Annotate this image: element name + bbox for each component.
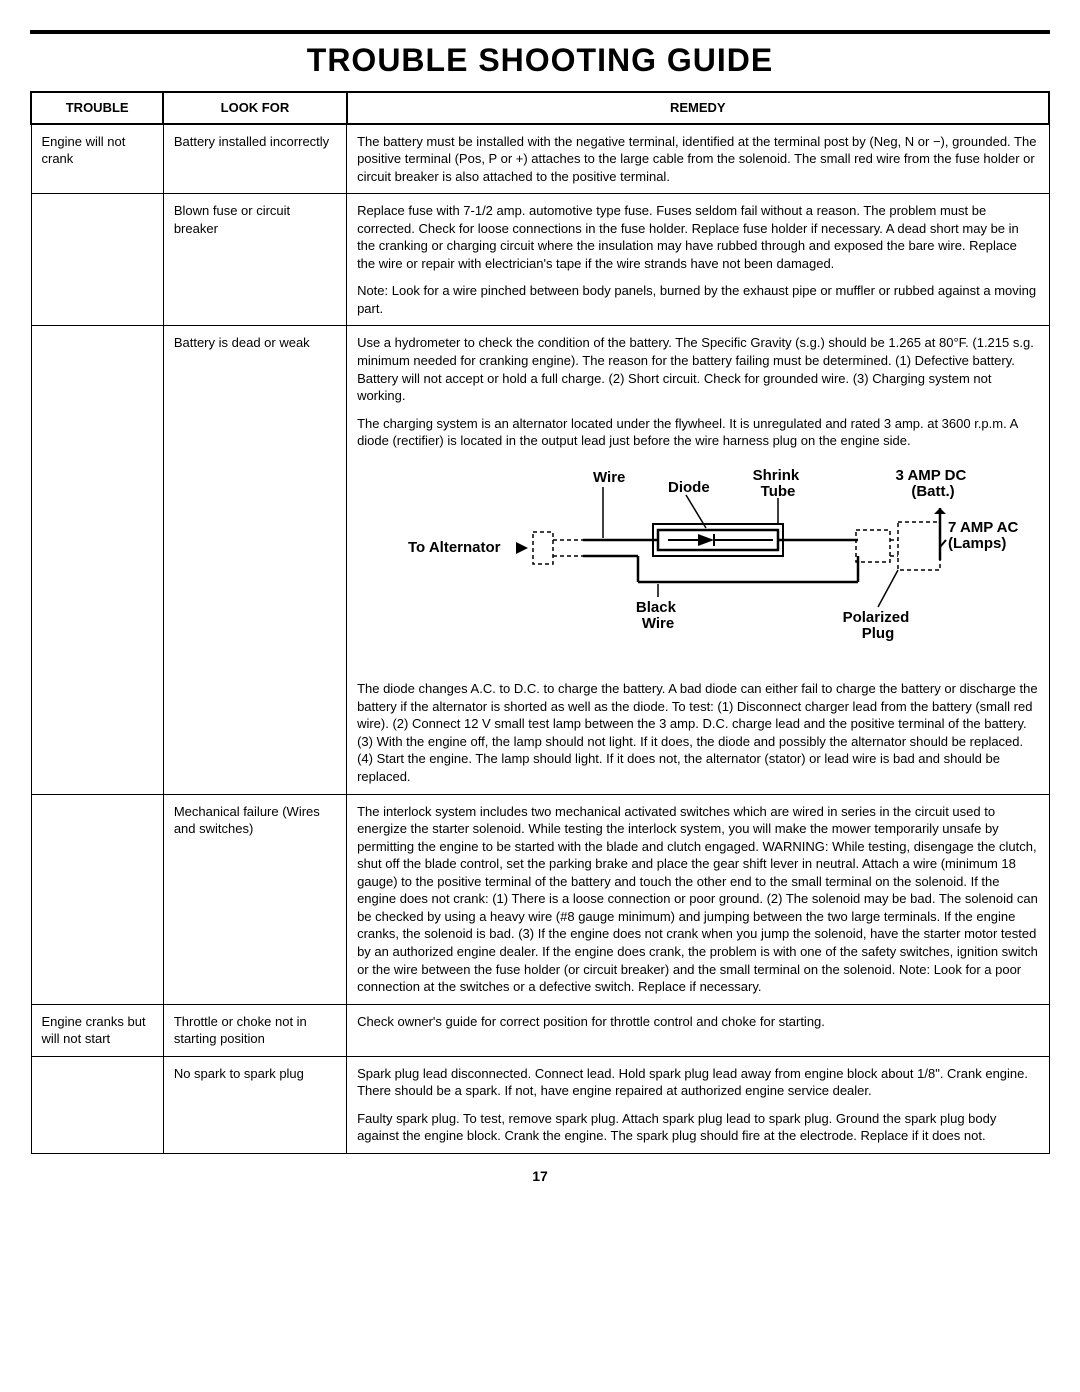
table-row: Mechanical failure (Wires and switches) … <box>31 794 1049 1004</box>
page-title: TROUBLE SHOOTING GUIDE <box>30 42 1050 79</box>
remedy-text: Note: Look for a wire pinched between bo… <box>357 282 1038 317</box>
remedy-text: Check owner's guide for correct position… <box>357 1013 1038 1031</box>
remedy-cell: Spark plug lead disconnected. Connect le… <box>347 1056 1049 1153</box>
remedy-cell: Use a hydrometer to check the condition … <box>347 326 1049 794</box>
label-alt: To Alternator <box>408 539 501 556</box>
header-remedy: REMEDY <box>347 92 1049 124</box>
remedy-text: Faulty spark plug. To test, remove spark… <box>357 1110 1038 1145</box>
remedy-text: The interlock system includes two mechan… <box>357 803 1038 996</box>
remedy-text: Use a hydrometer to check the condition … <box>357 334 1038 404</box>
look-cell: Throttle or choke not in starting positi… <box>163 1004 346 1056</box>
remedy-cell: Replace fuse with 7-1/2 amp. automotive … <box>347 194 1049 326</box>
remedy-cell: Check owner's guide for correct position… <box>347 1004 1049 1056</box>
table-row: Engine cranks but will not start Throttl… <box>31 1004 1049 1056</box>
label-wire: Wire <box>593 469 625 486</box>
wiring-diagram: Wire Diode Shrink Tube 3 AMP DC (Batt.) … <box>357 462 1038 667</box>
troubleshooting-table: TROUBLE LOOK FOR REMEDY Engine will not … <box>30 91 1050 1154</box>
look-cell: Battery installed incorrectly <box>163 124 346 194</box>
remedy-text: The diode changes A.C. to D.C. to charge… <box>357 680 1038 785</box>
remedy-cell: The interlock system includes two mechan… <box>347 794 1049 1004</box>
look-cell: Mechanical failure (Wires and switches) <box>163 794 346 1004</box>
look-cell: Battery is dead or weak <box>163 326 346 794</box>
trouble-cell <box>31 1056 163 1153</box>
table-row: Blown fuse or circuit breaker Replace fu… <box>31 194 1049 326</box>
page-number: 17 <box>30 1168 1050 1184</box>
trouble-cell <box>31 326 163 794</box>
remedy-text: The charging system is an alternator loc… <box>357 415 1038 450</box>
header-look: LOOK FOR <box>163 92 346 124</box>
remedy-cell: The battery must be installed with the n… <box>347 124 1049 194</box>
trouble-cell: Engine will not crank <box>31 124 163 194</box>
label-diode: Diode <box>668 479 710 496</box>
table-row: No spark to spark plug Spark plug lead d… <box>31 1056 1049 1153</box>
remedy-text: The battery must be installed with the n… <box>357 133 1038 186</box>
table-row: Engine will not crank Battery installed … <box>31 124 1049 194</box>
label-plug: Polarized Plug <box>842 609 913 642</box>
look-cell: Blown fuse or circuit breaker <box>163 194 346 326</box>
remedy-text: Spark plug lead disconnected. Connect le… <box>357 1065 1038 1100</box>
table-row: Battery is dead or weak Use a hydrometer… <box>31 326 1049 794</box>
header-trouble: TROUBLE <box>31 92 163 124</box>
trouble-cell: Engine cranks but will not start <box>31 1004 163 1056</box>
wiring-diagram-svg: Wire Diode Shrink Tube 3 AMP DC (Batt.) … <box>378 462 1018 662</box>
label-shrink: Shrink Tube <box>752 467 803 500</box>
trouble-cell <box>31 194 163 326</box>
remedy-text: Replace fuse with 7-1/2 amp. automotive … <box>357 202 1038 272</box>
top-rule <box>30 30 1050 34</box>
look-cell: No spark to spark plug <box>163 1056 346 1153</box>
label-black: Black Wire <box>636 599 680 632</box>
trouble-cell <box>31 794 163 1004</box>
label-amp3: 3 AMP DC (Batt.) <box>895 467 970 500</box>
label-amp7: 7 AMP AC (Lamps) <box>948 519 1018 552</box>
